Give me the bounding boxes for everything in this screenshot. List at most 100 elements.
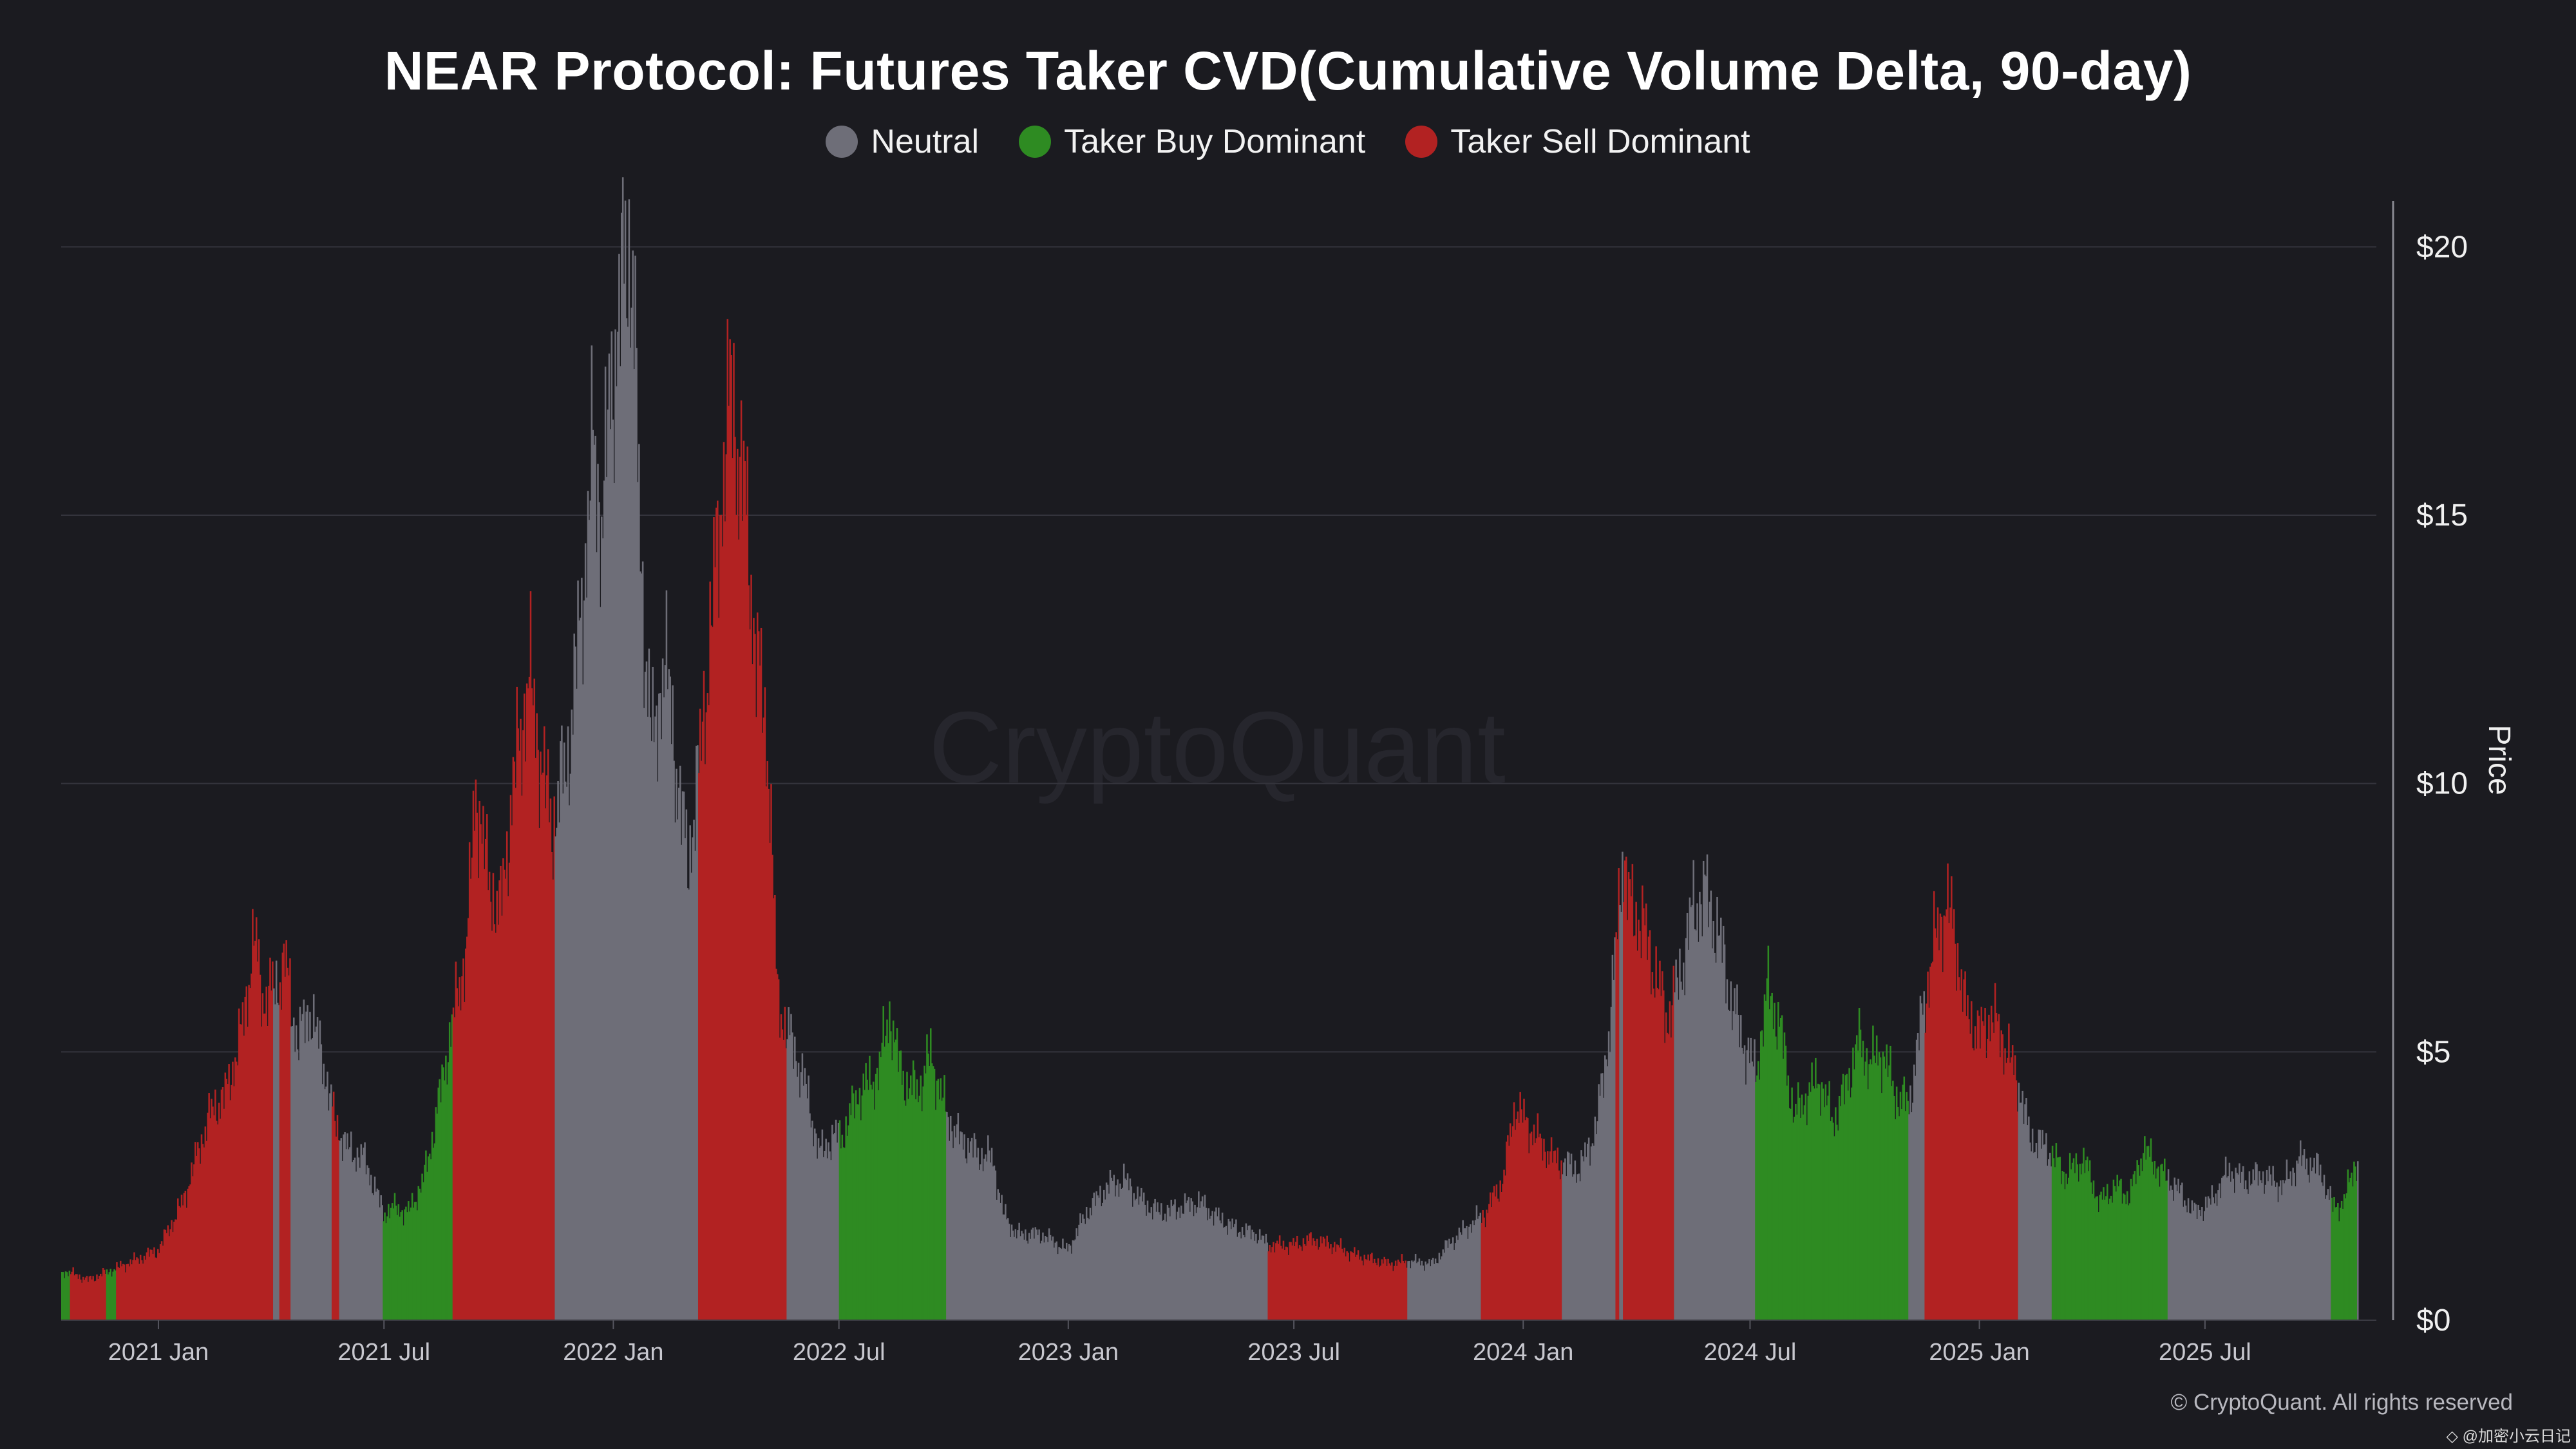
- price-bar: [1428, 1259, 1430, 1320]
- price-bar: [1643, 925, 1646, 1320]
- price-bar: [1699, 891, 1701, 1320]
- legend-label-taker-sell: Taker Sell Dominant: [1450, 123, 1750, 160]
- price-bar: [337, 1140, 340, 1320]
- price-bar: [2286, 1159, 2288, 1320]
- price-bar: [2306, 1159, 2308, 1320]
- price-bar: [1783, 1032, 1786, 1320]
- price-bar: [95, 1280, 97, 1320]
- price-bar: [592, 430, 594, 1321]
- price-bar: [1802, 1114, 1804, 1320]
- price-bar: [475, 779, 477, 1320]
- price-bar: [442, 1067, 444, 1320]
- price-bar: [309, 1012, 311, 1320]
- price-bar: [1838, 1095, 1841, 1320]
- legend-item-neutral[interactable]: Neutral: [826, 122, 979, 161]
- price-bar: [507, 896, 509, 1320]
- price-bar: [111, 1276, 113, 1320]
- price-bar: [2103, 1187, 2105, 1320]
- price-bar: [723, 442, 725, 1320]
- price-bar: [544, 726, 545, 1320]
- price-bar: [734, 437, 736, 1320]
- price-bar: [188, 1186, 190, 1320]
- price-bar: [1537, 1113, 1539, 1320]
- price-bar: [2257, 1185, 2259, 1320]
- price-bar: [2241, 1171, 2243, 1320]
- price-bar: [704, 764, 706, 1320]
- price-bar: [799, 1097, 801, 1320]
- price-bar: [497, 924, 499, 1320]
- price-bar: [495, 933, 497, 1320]
- price-bar: [878, 1051, 881, 1320]
- price-bar: [1596, 1121, 1598, 1320]
- y-tick-label: $15: [2416, 498, 2468, 533]
- price-bar: [2130, 1179, 2132, 1320]
- price-bar: [1003, 1214, 1005, 1320]
- price-bar: [1904, 1111, 1906, 1320]
- price-bar: [1494, 1196, 1497, 1320]
- price-bar: [689, 825, 691, 1320]
- price-bar: [222, 1087, 224, 1320]
- price-bar: [969, 1141, 972, 1320]
- price-bar: [205, 1141, 208, 1320]
- price-bar: [663, 697, 665, 1320]
- price-bar: [1527, 1118, 1529, 1320]
- price-bar: [1920, 1003, 1923, 1320]
- price-bar: [1331, 1254, 1333, 1320]
- price-bar: [1282, 1240, 1285, 1320]
- price-bar: [2009, 1063, 2011, 1320]
- price-bar: [1782, 1058, 1785, 1320]
- price-bar: [560, 741, 562, 1320]
- price-bar: [1448, 1238, 1450, 1320]
- price-bar: [1968, 1019, 1970, 1320]
- price-bar: [2107, 1204, 2110, 1320]
- price-bar: [1110, 1177, 1113, 1320]
- price-bar: [1064, 1249, 1066, 1320]
- price-bar: [1640, 958, 1642, 1320]
- price-bar: [72, 1267, 74, 1320]
- price-bar: [779, 1037, 781, 1320]
- price-bar: [215, 1121, 218, 1320]
- price-bar: [411, 1193, 413, 1320]
- price-bar: [252, 909, 254, 1320]
- price-bar: [1559, 1179, 1561, 1320]
- price-bar: [156, 1258, 158, 1320]
- price-bar: [2095, 1197, 2098, 1320]
- price-bar: [772, 855, 773, 1320]
- price-bar: [1696, 903, 1698, 1320]
- price-bar: [193, 1164, 195, 1320]
- legend-item-taker-buy[interactable]: Taker Buy Dominant: [1019, 122, 1365, 161]
- price-bar: [898, 1050, 901, 1320]
- price-bar: [1457, 1240, 1459, 1320]
- price-bar: [444, 1080, 446, 1320]
- price-bar: [1037, 1235, 1039, 1320]
- price-bar: [366, 1165, 368, 1320]
- price-bar: [1620, 911, 1622, 1320]
- price-bar: [2280, 1180, 2282, 1320]
- price-bar: [294, 1052, 296, 1320]
- price-bar: [1280, 1245, 1282, 1320]
- price-bar: [2146, 1146, 2148, 1320]
- price-bar: [545, 775, 548, 1320]
- price-bar: [1987, 1039, 1989, 1320]
- price-bar: [1935, 938, 1938, 1320]
- price-bar: [1479, 1213, 1482, 1320]
- price-bar: [703, 670, 705, 1320]
- price-bar: [2155, 1178, 2157, 1320]
- price-bar: [2348, 1182, 2350, 1320]
- price-bar: [1828, 1081, 1830, 1320]
- price-bar: [541, 774, 543, 1320]
- price-bar: [1320, 1236, 1322, 1320]
- price-bar: [1622, 851, 1624, 1320]
- price-bar: [176, 1219, 178, 1320]
- price-bar: [420, 1192, 422, 1320]
- price-bar: [464, 1001, 466, 1320]
- price-bar: [2000, 1030, 2003, 1320]
- price-bar: [1609, 1052, 1611, 1320]
- legend-item-taker-sell[interactable]: Taker Sell Dominant: [1405, 122, 1750, 161]
- price-bar: [1189, 1211, 1191, 1320]
- price-bar: [912, 1060, 914, 1320]
- price-bar: [1690, 907, 1692, 1320]
- price-bar: [196, 1142, 199, 1320]
- price-bar: [1233, 1227, 1235, 1320]
- price-bar: [1862, 1041, 1864, 1320]
